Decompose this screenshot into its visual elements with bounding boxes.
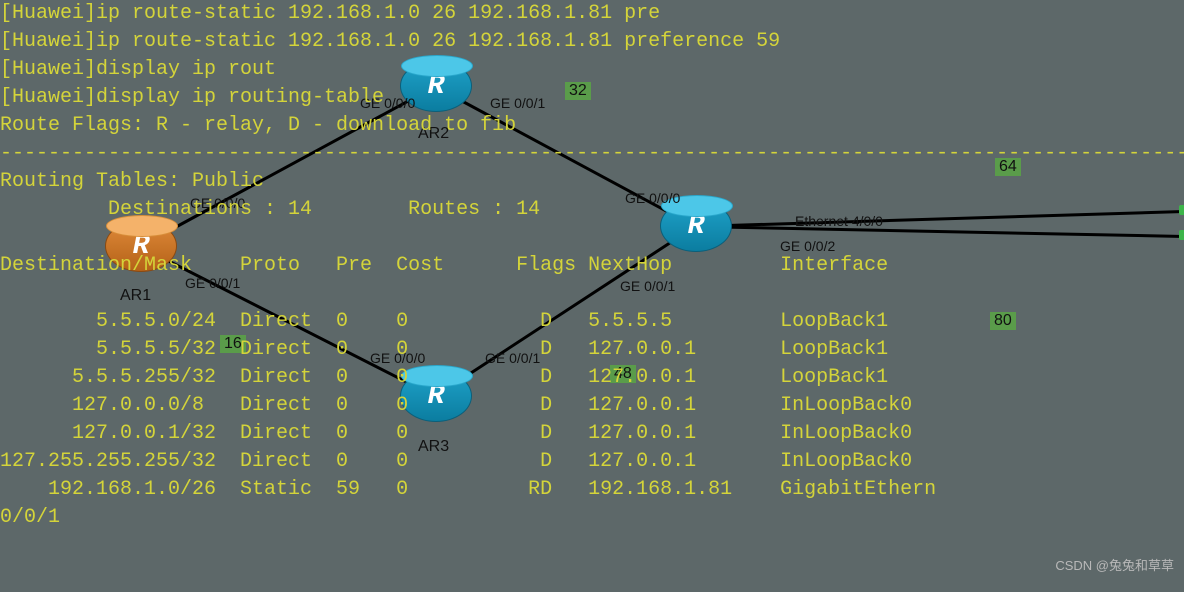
screenshot-stage: RRRR AR1AR2AR3GE 0/0/0GE 0/0/1GE 0/0/0GE…	[0, 0, 1184, 592]
terminal-text: [Huawei]ip route-static 192.168.1.0 26 1…	[0, 0, 1184, 532]
terminal-output: [Huawei]ip route-static 192.168.1.0 26 1…	[0, 0, 1184, 532]
watermark-text: CSDN @兔兔和草草	[1055, 555, 1174, 574]
